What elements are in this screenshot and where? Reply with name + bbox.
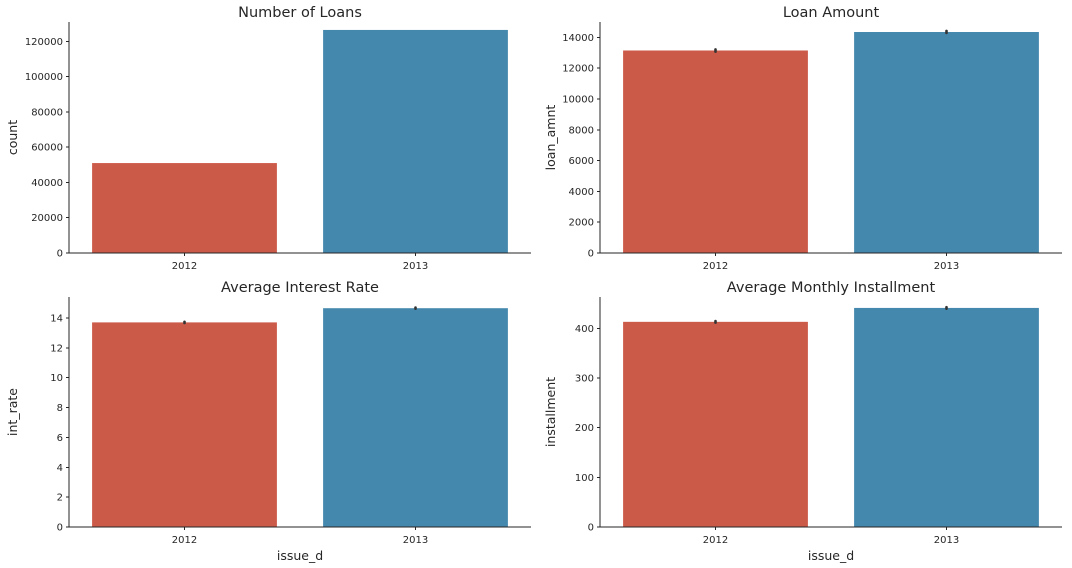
y-tick-label: 8000	[569, 125, 594, 136]
bar-2012	[623, 50, 808, 253]
chart-panel-3: 0 2 4 6 8 10 12 14 2012 2013 Average Interest Rate…	[5, 280, 531, 563]
y-tick-label: 400	[575, 324, 594, 335]
x-tick-label: 2012	[172, 261, 197, 272]
y-tick-label: 4000	[569, 187, 594, 198]
x-tick-label: 2013	[934, 261, 959, 272]
y-tick-label: 12	[50, 343, 63, 354]
x-tick-label: 2013	[403, 535, 428, 546]
y-tick-label: 20000	[31, 213, 63, 224]
y-tick-label: 14	[50, 313, 63, 324]
chart-title: Number of Loans	[238, 5, 362, 21]
bar-2013	[854, 32, 1039, 254]
chart-title: Average Interest Rate	[221, 280, 379, 296]
y-tick-label: 100	[575, 473, 594, 484]
y-tick-label: 2000	[569, 218, 594, 229]
y-tick-label: 6	[57, 433, 63, 444]
chart-panel-4: 0 100 200 300 400 2012 2013 Average Monthly Ins…	[543, 280, 1062, 563]
y-tick-label: 14000	[562, 33, 594, 44]
y-tick-label: 0	[57, 249, 63, 260]
y-tick-label: 40000	[31, 178, 63, 189]
y-tick-label: 100000	[25, 72, 63, 83]
bar-2012	[623, 321, 808, 527]
bar-2013	[854, 307, 1039, 527]
y-axis-label: loan_amnt	[543, 105, 558, 171]
x-axis-label: issue_d	[277, 548, 323, 563]
y-axis-label: count	[5, 120, 20, 155]
x-tick-label: 2012	[172, 535, 197, 546]
y-tick-label: 0	[57, 523, 63, 534]
chart-panel-2: 0 2000 4000 6000 8000 10000 12000 14000 2012 2013…	[543, 5, 1062, 272]
y-tick-label: 6000	[569, 156, 594, 167]
y-tick-label: 8	[57, 403, 63, 414]
bar-2012	[92, 163, 277, 253]
y-axis-label: installment	[543, 377, 558, 447]
y-tick-label: 12000	[562, 64, 594, 75]
x-axis-label: issue_d	[808, 548, 854, 563]
bar-2013	[323, 29, 508, 253]
chart-title: Loan Amount	[783, 5, 880, 21]
y-tick-label: 4	[57, 463, 63, 474]
y-tick-label: 0	[588, 523, 594, 534]
y-axis-label: int_rate	[5, 388, 20, 436]
y-tick-label: 200	[575, 423, 594, 434]
y-tick-label: 0	[588, 249, 594, 260]
chart-title: Average Monthly Installment	[727, 280, 936, 296]
y-tick-label: 300	[575, 373, 594, 384]
x-tick-label: 2012	[703, 535, 728, 546]
y-tick-label: 10000	[562, 95, 594, 106]
bar-2012	[92, 322, 277, 527]
x-tick-label: 2013	[934, 535, 959, 546]
y-tick-label: 2	[57, 493, 63, 504]
bar-2013	[323, 308, 508, 527]
y-tick-label: 120000	[25, 37, 63, 48]
x-tick-label: 2013	[403, 261, 428, 272]
y-tick-label: 60000	[31, 143, 63, 154]
y-tick-label: 10	[50, 373, 63, 384]
chart-panel-1: 0 20000 40000 60000 80000 100000 120000 2012 201…	[5, 5, 531, 272]
y-tick-label: 80000	[31, 107, 63, 118]
x-tick-label: 2012	[703, 261, 728, 272]
